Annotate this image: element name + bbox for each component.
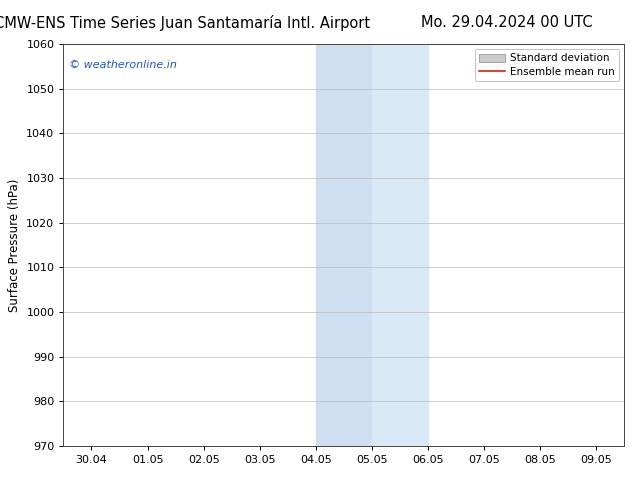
Text: © weatheronline.in: © weatheronline.in [69,60,177,70]
Legend: Standard deviation, Ensemble mean run: Standard deviation, Ensemble mean run [475,49,619,81]
Bar [316,44,372,446]
Text: ECMW-ENS Time Series Juan Santamaría Intl. Airport: ECMW-ENS Time Series Juan Santamaría Int… [0,15,370,31]
Text: Mo. 29.04.2024 00 UTC: Mo. 29.04.2024 00 UTC [422,15,593,30]
Y-axis label: Surface Pressure (hPa): Surface Pressure (hPa) [8,178,21,312]
Bar [372,44,428,446]
